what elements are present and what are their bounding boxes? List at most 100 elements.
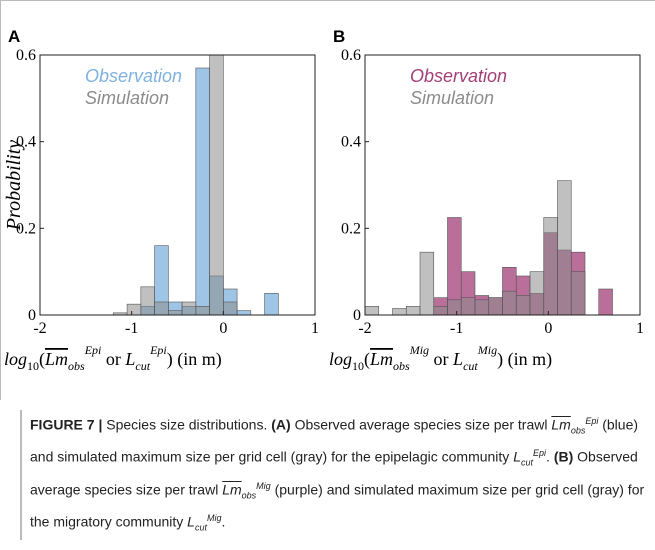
legend-label: Simulation <box>85 88 169 108</box>
caption-panel: (A) <box>271 416 291 433</box>
bar <box>223 301 238 316</box>
x-axis-label-part: or <box>429 349 453 369</box>
caption-math: Lm <box>222 481 242 498</box>
bar <box>181 301 197 316</box>
x-axis-label-part: ) (in m) <box>497 349 552 370</box>
bar <box>209 54 224 316</box>
caption-text: Species size distributions. <box>106 416 268 433</box>
bar <box>515 295 531 316</box>
x-axis-label-part: Lm <box>44 349 68 369</box>
axes-box <box>364 54 641 316</box>
bar <box>392 308 407 316</box>
y-tick-label: 0.6 <box>341 47 361 64</box>
caption-text: Observed average species size per trawl <box>30 449 638 498</box>
caption-math: cut <box>194 522 207 533</box>
caption-math: cut <box>521 457 534 468</box>
x-axis-label-part: 10 <box>27 359 39 373</box>
x-tick-label: -2 <box>358 320 371 337</box>
bar <box>598 288 613 316</box>
bar <box>264 293 279 316</box>
bar <box>236 310 252 316</box>
bar <box>543 217 558 316</box>
x-axis-label-part: ) (in m) <box>167 349 222 370</box>
y-tick-label: 0.4 <box>16 134 36 151</box>
caption-math: Mig <box>256 480 271 491</box>
bar <box>154 301 169 316</box>
caption-math: Epi <box>533 448 547 459</box>
x-axis-label-part: Epi <box>149 343 167 357</box>
y-tick-label: 0.2 <box>16 220 36 237</box>
caption-math: obs <box>570 425 586 436</box>
bar <box>557 180 572 316</box>
legend-label: Simulation <box>410 88 494 108</box>
y-tick-label: 0.4 <box>341 134 361 151</box>
bar <box>140 286 155 316</box>
panel-label: B <box>333 27 345 46</box>
legend-label: Observation <box>85 66 182 86</box>
legend-label: Observation <box>410 66 507 86</box>
caption-math: Epi <box>585 416 599 426</box>
x-axis-label-part: L <box>452 349 463 369</box>
caption-math: obs <box>241 490 257 501</box>
caption-text: . <box>546 449 550 466</box>
bar <box>502 290 517 316</box>
y-tick-label: 0 <box>353 307 361 324</box>
x-tick-label: -2 <box>33 320 46 337</box>
x-tick-label: 1 <box>311 320 319 337</box>
caption-text: Observed average species size per trawl <box>294 416 548 433</box>
x-axis-label-part: Mig <box>477 343 497 357</box>
bar <box>447 299 462 316</box>
bar <box>126 303 142 316</box>
x-tick-label: 0 <box>219 320 227 337</box>
caption-math: Lm <box>551 416 571 433</box>
bar <box>488 297 503 316</box>
bar <box>570 271 586 316</box>
bar <box>419 251 435 316</box>
caption-math: Mig <box>206 513 222 524</box>
x-tick-label: -1 <box>450 320 463 337</box>
x-axis-label-part: ( <box>364 349 370 370</box>
bar <box>460 297 476 316</box>
x-axis-label-part: log <box>4 349 27 369</box>
bar <box>195 306 210 316</box>
x-axis-label-part: Epi <box>84 343 102 357</box>
x-tick-label: 1 <box>636 320 644 337</box>
bar <box>474 299 490 316</box>
bar <box>195 67 210 316</box>
caption-text: (purple) and simulated maximum size per … <box>30 481 645 531</box>
bar <box>529 271 545 316</box>
caption-panel: (B) <box>553 449 574 466</box>
x-axis-label-part: log <box>329 349 352 369</box>
caption-text: . <box>221 514 226 531</box>
y-tick-label: 0.2 <box>341 220 361 237</box>
x-axis-label-part: obs <box>68 359 85 373</box>
y-tick-label: 0 <box>28 307 36 324</box>
x-tick-label: -1 <box>125 320 138 337</box>
bar <box>364 306 380 316</box>
x-tick-label: 0 <box>544 320 552 337</box>
bar <box>405 306 421 316</box>
bar <box>433 306 448 316</box>
y-axis-label: Probability <box>3 140 25 231</box>
bar <box>168 310 183 316</box>
caption: FIGURE 7 | Species size distributions. (… <box>20 410 650 540</box>
y-tick-label: 0.6 <box>16 47 36 64</box>
x-axis-label-part: ( <box>39 349 45 370</box>
x-axis-label: log10(LmobsMig or LcutMig) (in m) <box>329 343 552 373</box>
x-axis-label-part: obs <box>393 359 410 373</box>
x-axis-label: log10(LmobsEpi or LcutEpi) (in m) <box>4 343 222 373</box>
caption-math: L <box>513 449 521 466</box>
caption-label: FIGURE 7 | <box>30 416 103 433</box>
caption-math: L <box>187 514 195 531</box>
x-axis-label-part: Lm <box>369 349 393 369</box>
caption-text: (blue) and simulated maximum size per gr… <box>30 416 639 466</box>
x-axis-label-part: Mig <box>409 343 429 357</box>
x-axis-label-part: cut <box>463 359 478 373</box>
x-axis-label-part: or <box>101 349 125 369</box>
panel-label: A <box>8 27 20 46</box>
x-axis-label-part: cut <box>135 359 150 373</box>
x-axis-label-part: L <box>124 349 135 369</box>
axes-box <box>39 54 316 316</box>
